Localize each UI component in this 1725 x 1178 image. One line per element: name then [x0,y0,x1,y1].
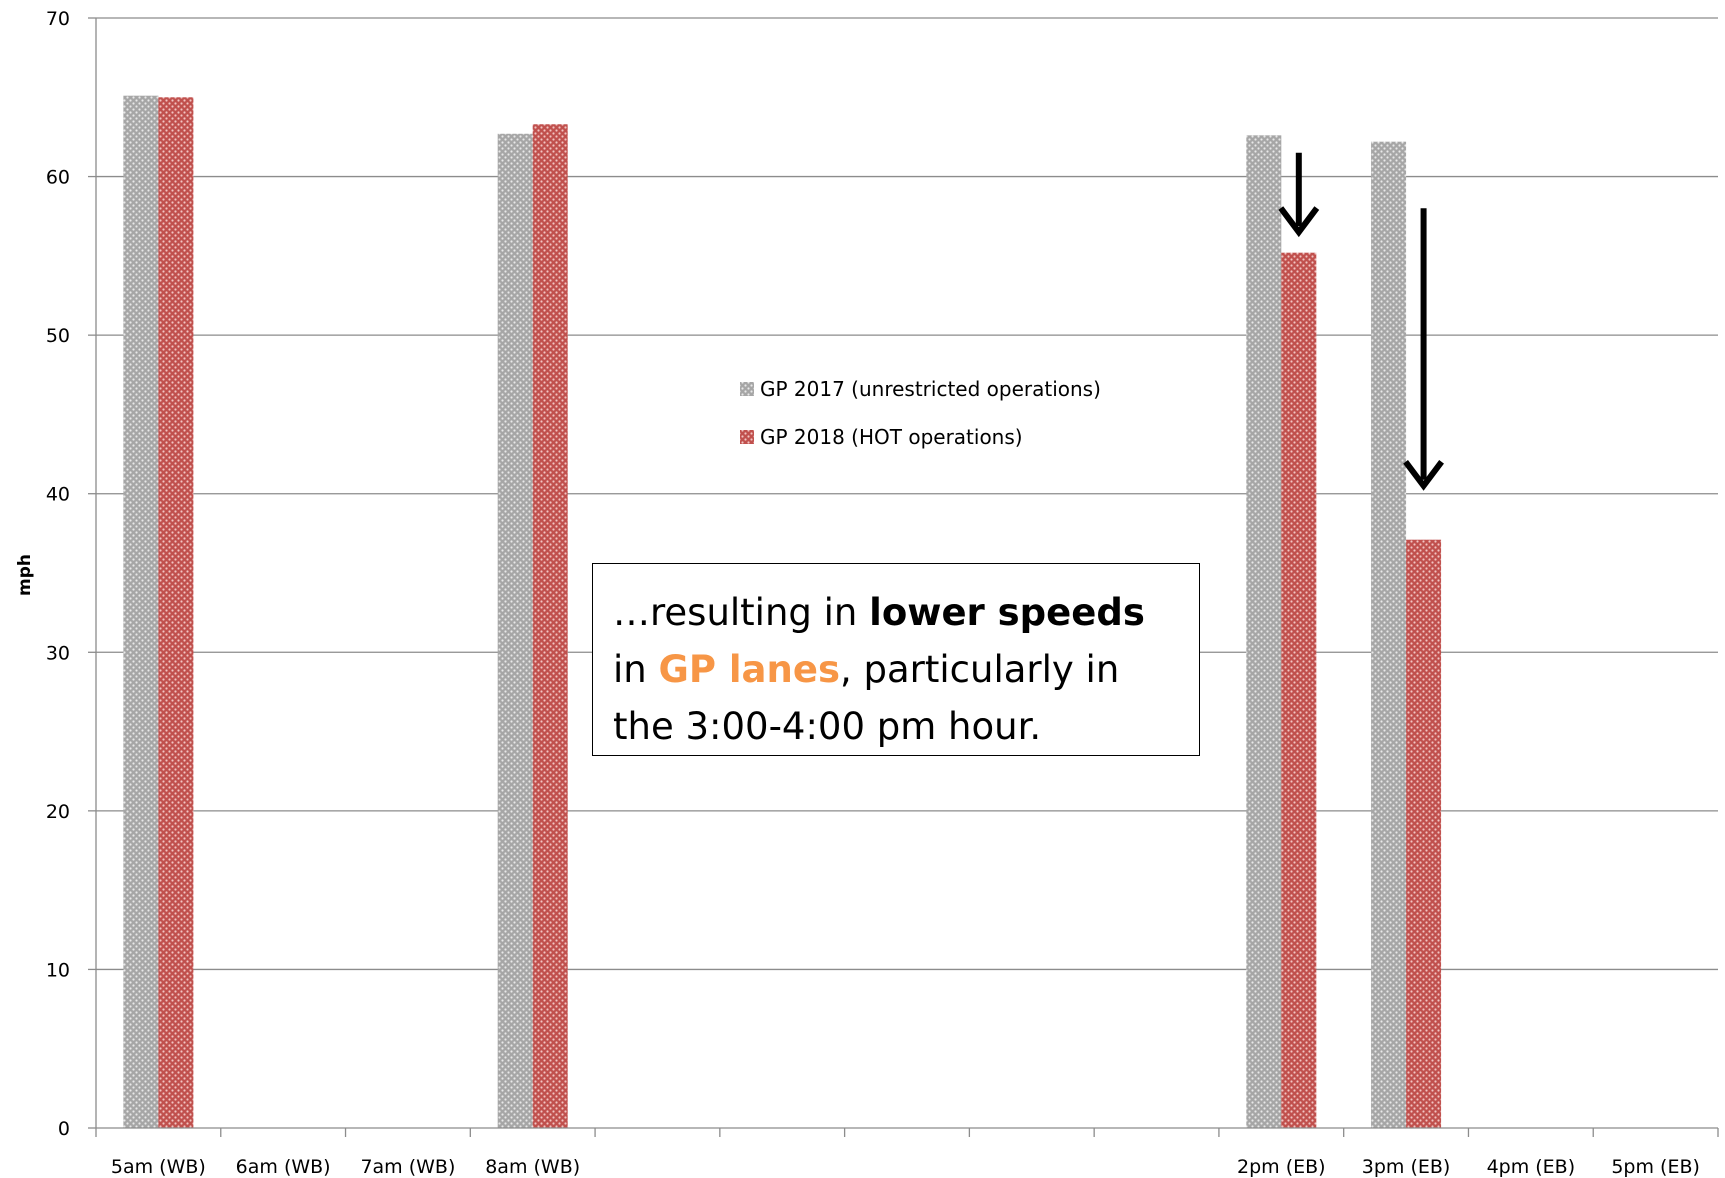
arrow-down-icon [1403,208,1444,491]
legend-label-gp-2017: GP 2017 (unrestricted operations) [760,377,1101,401]
callout-bold-text: lower speeds [869,591,1145,634]
bars [123,95,1442,1129]
x-tick-label: 5pm (EB) [1611,1156,1700,1178]
arrows [1278,152,1444,491]
y-tick-label: 60 [46,167,70,189]
bar-gp-2018 [1281,252,1317,1128]
x-tick-label: 4pm (EB) [1487,1156,1576,1178]
bar-gp-2018 [1406,539,1442,1128]
y-tick-label: 40 [46,484,70,506]
x-tick-labels: 5am (WB) 6am (WB) 7am (WB) 8am (WB) 2pm (EB)… [111,1156,1700,1178]
bar-gp-2018 [158,97,194,1128]
x-tick-label: 6am (WB) [236,1156,331,1178]
y-tick-label: 70 [46,8,70,30]
y-axis-label: mph [15,554,35,596]
bar-gp-2017 [123,95,159,1129]
callout-text-3: , particularly in the 3:00-4:00 pm hour. [613,648,1120,748]
callout-highlight-text: GP lanes [658,648,840,691]
legend-swatch-gp-2017 [740,382,754,396]
y-tick-label: 30 [46,642,70,664]
y-tick-label: 10 [46,959,70,981]
x-tick-label: 2pm (EB) [1237,1156,1326,1178]
x-tick-label: 3pm (EB) [1362,1156,1451,1178]
y-tick-label: 50 [46,325,70,347]
arrow-down-icon [1278,152,1320,238]
x-tick-label: 8am (WB) [485,1156,580,1178]
bar-gp-2017 [497,133,533,1128]
bar-gp-2017 [1246,135,1282,1129]
bar-gp-2017 [1371,141,1407,1128]
y-tick-label: 20 [46,801,70,823]
callout-text-2: in [613,648,659,691]
x-tick-label: 7am (WB) [360,1156,455,1178]
legend: GP 2017 (unrestricted operations) GP 201… [740,377,1101,449]
legend-label-gp-2018: GP 2018 (HOT operations) [760,425,1023,449]
axes [95,18,1719,1137]
bar-gp-2018 [532,124,568,1128]
legend-swatch-gp-2018 [740,430,754,444]
y-tick-label: 0 [58,1118,70,1140]
callout-annotation: …resulting in lower speeds in GP lanes, … [592,563,1200,756]
callout-text-1: …resulting in [613,591,870,634]
x-tick-label: 5am (WB) [111,1156,206,1178]
y-tick-labels: 0 10 20 30 40 50 60 70 [46,8,70,1140]
